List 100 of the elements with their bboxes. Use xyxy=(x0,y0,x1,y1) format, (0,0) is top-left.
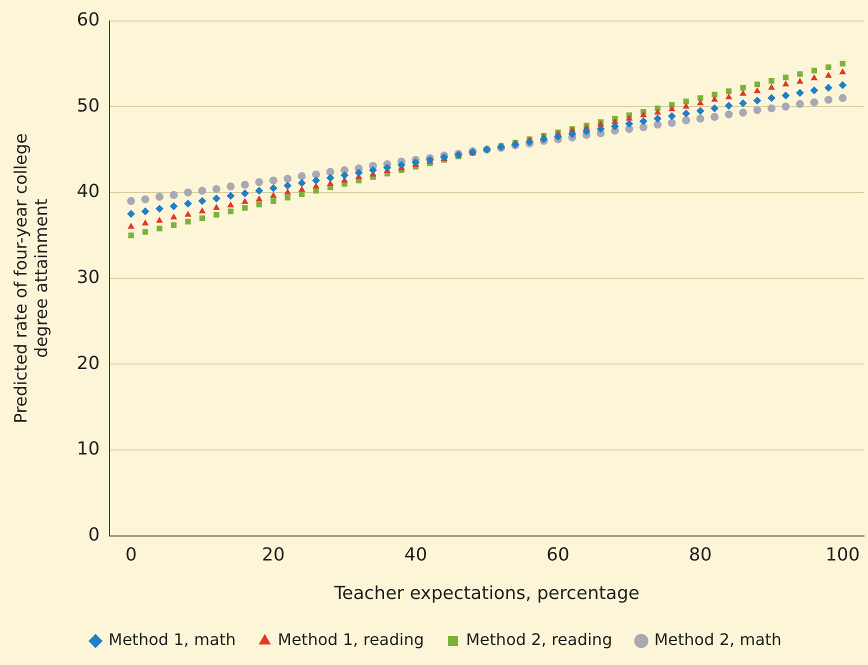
x-tick-label: 80 xyxy=(688,544,712,566)
point xyxy=(127,210,136,218)
point xyxy=(270,198,276,204)
point xyxy=(840,60,846,67)
point xyxy=(683,98,689,104)
point xyxy=(625,120,634,128)
point xyxy=(810,86,818,94)
point xyxy=(198,207,206,214)
point xyxy=(740,90,746,96)
x-axis-title: Teacher expectations, percentage xyxy=(333,582,640,604)
point xyxy=(782,80,790,86)
point xyxy=(811,68,818,74)
point xyxy=(269,176,278,184)
y-tick-label: 30 xyxy=(76,266,100,288)
y-tick-label: 0 xyxy=(88,524,100,546)
point xyxy=(610,122,619,130)
point xyxy=(838,94,847,102)
point xyxy=(212,194,220,202)
point xyxy=(170,191,178,200)
point xyxy=(340,171,349,180)
point xyxy=(782,74,789,80)
point xyxy=(198,186,206,195)
legend-label: Method 2, reading xyxy=(466,630,612,650)
point xyxy=(810,98,818,106)
point xyxy=(255,186,264,195)
point xyxy=(199,215,206,222)
legend-label: Method 1, reading xyxy=(278,630,424,650)
point xyxy=(711,96,718,102)
point xyxy=(824,72,832,78)
point xyxy=(226,182,235,190)
point xyxy=(240,180,249,189)
point xyxy=(284,188,292,194)
point xyxy=(241,198,248,204)
point xyxy=(654,120,662,129)
point xyxy=(156,226,162,232)
y-axis-title: Predicted rate of four-year college degree attainment xyxy=(12,133,52,424)
point xyxy=(368,166,377,174)
point xyxy=(326,174,334,182)
point xyxy=(796,88,804,97)
point xyxy=(696,99,704,106)
y-tick-label: 50 xyxy=(76,95,100,116)
point xyxy=(767,94,776,102)
point xyxy=(284,174,292,183)
point xyxy=(596,124,605,133)
point xyxy=(753,96,762,105)
point xyxy=(141,195,150,204)
point xyxy=(654,108,662,115)
point xyxy=(640,111,647,118)
point xyxy=(740,84,746,91)
point xyxy=(839,68,846,74)
point xyxy=(298,186,306,192)
point xyxy=(639,117,648,126)
y-tick-label: 10 xyxy=(76,438,100,460)
point xyxy=(626,114,633,121)
point xyxy=(554,132,562,141)
point xyxy=(227,201,234,208)
point xyxy=(354,168,363,177)
point xyxy=(142,219,149,226)
point xyxy=(255,178,264,186)
point xyxy=(682,116,690,124)
point xyxy=(326,168,334,176)
point xyxy=(240,189,249,198)
legend-label: Method 1, math xyxy=(108,630,236,650)
x-tick-label: 60 xyxy=(546,544,570,566)
point xyxy=(568,130,576,138)
point xyxy=(397,161,406,169)
point xyxy=(696,106,704,115)
point xyxy=(824,96,832,104)
legend-label: Method 2, math xyxy=(654,630,782,650)
point xyxy=(156,192,164,201)
point xyxy=(312,176,320,184)
point xyxy=(212,185,220,194)
x-tick-label: 40 xyxy=(404,544,428,566)
point xyxy=(156,216,163,223)
point xyxy=(739,108,748,117)
point xyxy=(712,92,718,98)
y-tick-label: 20 xyxy=(76,352,100,374)
point xyxy=(141,207,150,216)
point xyxy=(696,114,704,123)
point xyxy=(256,195,263,202)
point xyxy=(710,112,719,121)
point xyxy=(212,204,220,210)
point xyxy=(768,78,774,84)
point xyxy=(797,71,803,77)
point xyxy=(724,110,733,118)
point xyxy=(582,128,590,136)
point xyxy=(826,64,832,70)
point xyxy=(185,218,191,224)
point xyxy=(725,93,732,100)
point xyxy=(412,158,420,166)
point xyxy=(312,170,320,178)
point xyxy=(754,87,761,94)
point xyxy=(782,102,790,111)
point xyxy=(128,232,134,238)
y-tick-label: 60 xyxy=(76,9,100,30)
point xyxy=(668,105,676,112)
point xyxy=(270,192,277,198)
point xyxy=(256,202,262,208)
point xyxy=(682,102,690,109)
point xyxy=(710,104,719,112)
